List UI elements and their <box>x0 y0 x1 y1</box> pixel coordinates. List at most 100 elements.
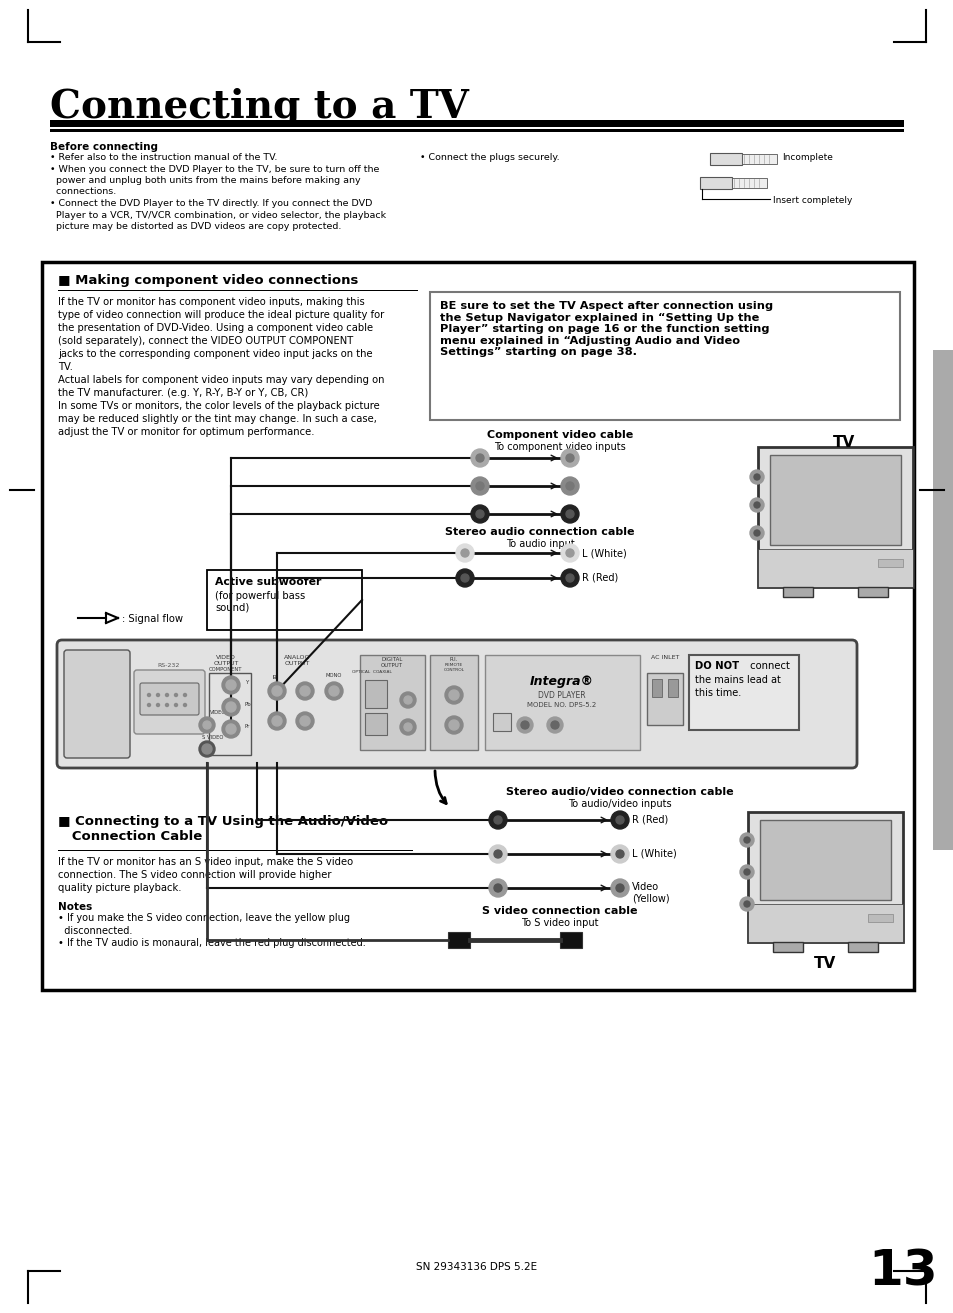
Circle shape <box>449 720 458 730</box>
Circle shape <box>449 691 458 700</box>
Text: this time.: this time. <box>695 688 740 699</box>
Text: Y: Y <box>245 680 248 685</box>
Text: the presentation of DVD-Video. Using a component video cable: the presentation of DVD-Video. Using a c… <box>58 323 373 334</box>
Circle shape <box>610 811 628 829</box>
Text: Connecting to a TV: Connecting to a TV <box>50 88 468 126</box>
Bar <box>782 587 812 597</box>
Text: • Refer also to the instruction manual of the TV.: • Refer also to the instruction manual o… <box>50 154 277 161</box>
Circle shape <box>148 704 151 706</box>
Bar <box>559 932 581 948</box>
Bar <box>741 154 776 164</box>
Text: may be reduced slightly or the tint may change. In such a case,: may be reduced slightly or the tint may … <box>58 414 376 424</box>
Text: To component video inputs: To component video inputs <box>494 442 625 452</box>
Text: DVD PLAYER: DVD PLAYER <box>537 691 585 700</box>
Bar <box>207 570 361 630</box>
Text: TV: TV <box>832 435 854 450</box>
Circle shape <box>749 498 763 512</box>
Circle shape <box>460 574 469 582</box>
Text: TV.: TV. <box>58 362 72 372</box>
Circle shape <box>740 865 753 878</box>
Text: ■ Connecting to a TV Using the Audio/Video
   Connection Cable: ■ Connecting to a TV Using the Audio/Vid… <box>58 815 388 843</box>
Text: OUTPUT: OUTPUT <box>380 663 402 668</box>
Bar <box>857 587 887 597</box>
Text: Before connecting: Before connecting <box>50 142 158 152</box>
Circle shape <box>560 477 578 495</box>
Bar <box>646 674 682 725</box>
Bar <box>877 559 902 567</box>
Bar <box>42 263 913 990</box>
Circle shape <box>517 717 533 733</box>
Text: L (White): L (White) <box>631 848 676 857</box>
Text: Stereo audio/video connection cable: Stereo audio/video connection cable <box>506 786 733 797</box>
Text: To S video input: To S video input <box>520 918 598 928</box>
Bar <box>932 351 953 850</box>
Circle shape <box>183 704 186 706</box>
Circle shape <box>272 716 282 726</box>
Circle shape <box>616 850 623 857</box>
Text: To audio/video inputs: To audio/video inputs <box>568 800 671 809</box>
Circle shape <box>616 815 623 825</box>
Text: connect: connect <box>746 660 789 671</box>
Text: : Signal flow: : Signal flow <box>122 614 183 624</box>
Bar <box>769 456 900 545</box>
Text: connection. The S video connection will provide higher: connection. The S video connection will … <box>58 871 331 880</box>
Circle shape <box>565 574 574 582</box>
Text: SN 29343136 DPS 5.2E: SN 29343136 DPS 5.2E <box>416 1262 537 1272</box>
Circle shape <box>489 811 506 829</box>
Text: the TV manufacturer. (e.g. Y, R-Y, B-Y or Y, CB, CR): the TV manufacturer. (e.g. Y, R-Y, B-Y o… <box>58 389 308 398</box>
Circle shape <box>199 717 214 733</box>
Text: OUTPUT: OUTPUT <box>284 660 310 666</box>
Text: If the TV or monitor has component video inputs, making this: If the TV or monitor has component video… <box>58 297 364 307</box>
Circle shape <box>740 832 753 847</box>
Text: Integra®: Integra® <box>530 675 594 688</box>
Circle shape <box>471 506 489 523</box>
Circle shape <box>226 702 235 712</box>
Text: Player to a VCR, TV/VCR combination, or video selector, the playback: Player to a VCR, TV/VCR combination, or … <box>50 210 386 219</box>
Circle shape <box>476 509 483 519</box>
Bar <box>365 680 387 708</box>
Bar <box>700 177 731 189</box>
Circle shape <box>565 482 574 490</box>
Bar <box>493 713 511 731</box>
Circle shape <box>226 680 235 691</box>
Circle shape <box>616 884 623 892</box>
Circle shape <box>460 549 469 557</box>
Bar <box>772 941 802 952</box>
Text: VIDEO: VIDEO <box>210 710 226 716</box>
Circle shape <box>183 693 186 696</box>
Text: REMOTE: REMOTE <box>444 663 462 667</box>
Text: the mains lead at: the mains lead at <box>695 675 781 685</box>
Text: OPTICAL  COAXIAL: OPTICAL COAXIAL <box>352 670 392 674</box>
Bar <box>847 941 877 952</box>
Circle shape <box>156 704 159 706</box>
Bar <box>209 674 251 755</box>
Text: ■ Making component video connections: ■ Making component video connections <box>58 274 358 288</box>
Circle shape <box>203 721 211 729</box>
Text: To audio input: To audio input <box>505 540 574 549</box>
Text: MODEL NO. DPS-5.2: MODEL NO. DPS-5.2 <box>527 702 596 708</box>
Circle shape <box>565 454 574 462</box>
Circle shape <box>560 544 578 562</box>
Circle shape <box>565 549 574 557</box>
Text: Pb: Pb <box>245 702 252 706</box>
Circle shape <box>329 685 338 696</box>
Text: MONO: MONO <box>326 674 342 678</box>
Text: • Connect the DVD Player to the TV directly. If you connect the DVD: • Connect the DVD Player to the TV direc… <box>50 200 372 207</box>
Bar <box>747 903 902 941</box>
Circle shape <box>148 693 151 696</box>
Circle shape <box>740 897 753 911</box>
Bar <box>747 811 902 941</box>
Text: Incomplete: Incomplete <box>781 154 832 161</box>
Circle shape <box>165 704 169 706</box>
Text: Actual labels for component video inputs may vary depending on: Actual labels for component video inputs… <box>58 376 384 385</box>
Circle shape <box>456 544 474 562</box>
Circle shape <box>444 685 462 704</box>
Circle shape <box>560 506 578 523</box>
Text: L: L <box>273 675 275 680</box>
Circle shape <box>749 470 763 484</box>
Circle shape <box>610 878 628 897</box>
Text: power and unplug both units from the mains before making any: power and unplug both units from the mai… <box>50 176 360 185</box>
Circle shape <box>494 884 501 892</box>
Circle shape <box>743 901 749 907</box>
Text: quality picture playback.: quality picture playback. <box>58 884 181 893</box>
